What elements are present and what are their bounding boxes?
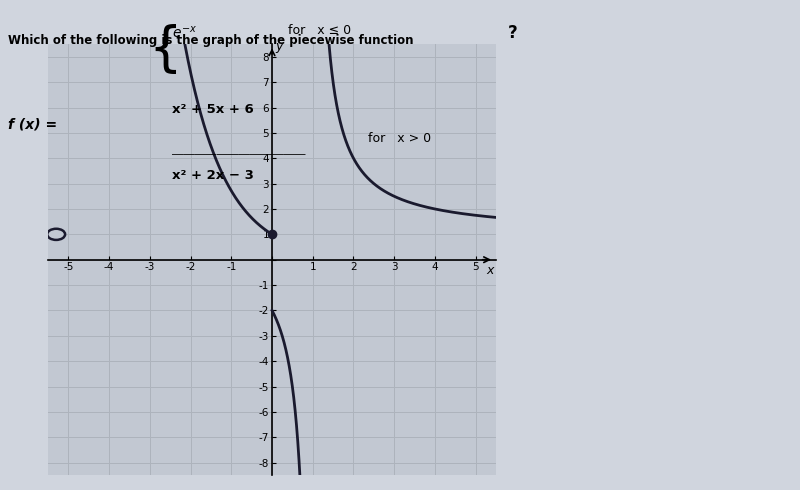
Text: y: y <box>276 41 283 53</box>
Text: f (x) =: f (x) = <box>8 118 57 132</box>
Text: ?: ? <box>508 24 518 43</box>
Circle shape <box>47 229 65 240</box>
Text: x² + 2x − 3: x² + 2x − 3 <box>172 169 254 182</box>
Text: for   x ≤ 0: for x ≤ 0 <box>288 24 351 38</box>
Text: for   x > 0: for x > 0 <box>368 132 431 146</box>
Text: x² + 5x + 6: x² + 5x + 6 <box>172 103 254 116</box>
Text: $e^{-x}$: $e^{-x}$ <box>172 24 197 41</box>
Text: {: { <box>148 24 182 76</box>
Text: x: x <box>486 264 494 277</box>
Text: Which of the following is the graph of the piecewise function: Which of the following is the graph of t… <box>8 34 414 48</box>
Text: ――――――――――――: ―――――――――――― <box>172 149 306 159</box>
